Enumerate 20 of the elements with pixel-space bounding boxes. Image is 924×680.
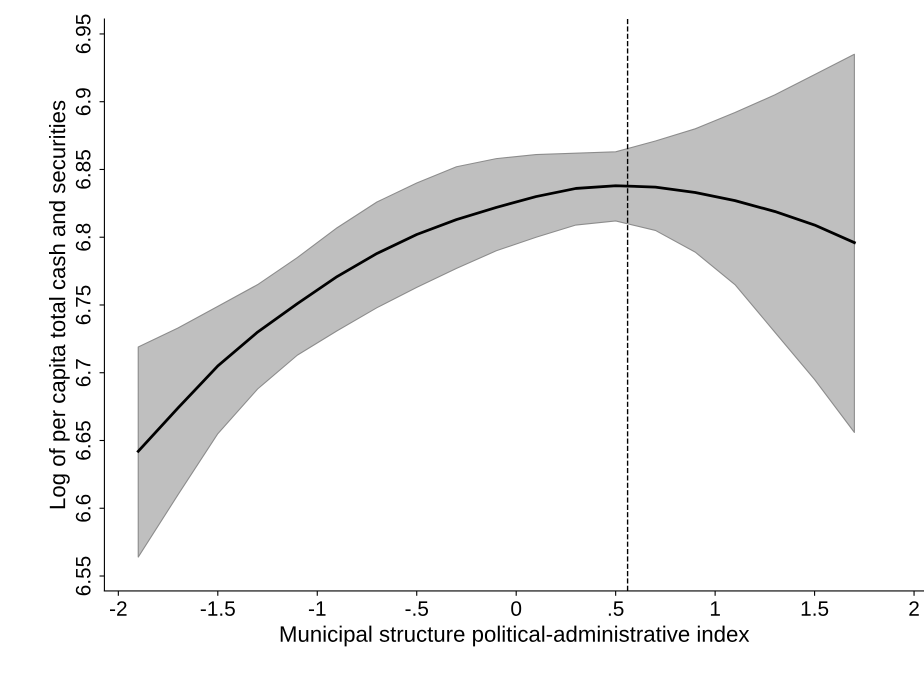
y-tick-label: 6.65 bbox=[76, 421, 91, 460]
x-tick-label: -2 bbox=[110, 601, 127, 616]
y-tick-label: 6.6 bbox=[76, 494, 91, 522]
x-tick-label: -.5 bbox=[406, 601, 428, 616]
x-axis-title: Municipal structure political-administrative index bbox=[280, 626, 750, 646]
x-tick-label: 1 bbox=[710, 601, 720, 616]
x-tick-label: -1.5 bbox=[200, 601, 235, 616]
y-axis-title: Log of per capita total cash and securities bbox=[49, 100, 70, 508]
y-tick-label: 6.7 bbox=[76, 359, 91, 386]
y-tick-label: 6.9 bbox=[76, 88, 91, 116]
x-tick-label: .5 bbox=[608, 601, 624, 616]
x-tick-label: -1 bbox=[308, 601, 326, 616]
y-tick-label: 6.95 bbox=[76, 14, 91, 54]
x-tick-label: 1.5 bbox=[802, 601, 828, 616]
y-tick-label: 6.55 bbox=[76, 556, 91, 596]
y-tick-label: 6.85 bbox=[76, 150, 91, 189]
x-tick-label: 2 bbox=[909, 601, 919, 616]
x-tick-label: 0 bbox=[511, 601, 522, 616]
y-tick-label: 6.75 bbox=[76, 286, 91, 324]
y-tick-label: 6.8 bbox=[76, 224, 91, 251]
